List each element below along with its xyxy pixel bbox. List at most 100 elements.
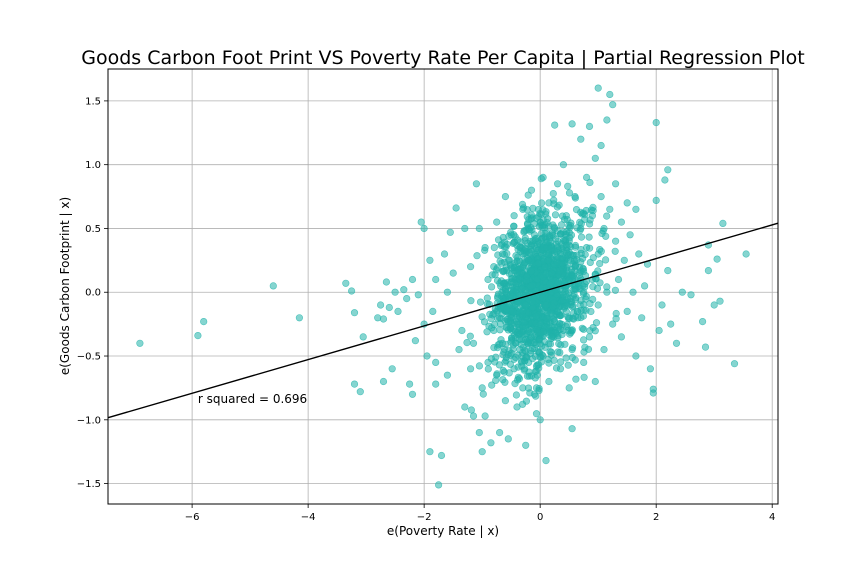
- data-point: [534, 259, 542, 267]
- data-point: [502, 357, 510, 365]
- data-point: [440, 250, 449, 258]
- data-point: [512, 391, 521, 399]
- data-point: [574, 314, 582, 322]
- data-point: [527, 248, 536, 256]
- data-point: [534, 328, 542, 337]
- data-point: [499, 351, 507, 359]
- data-point: [664, 166, 672, 174]
- data-point: [269, 282, 277, 290]
- data-point: [667, 320, 675, 328]
- data-point: [499, 376, 507, 384]
- data-point: [580, 373, 588, 381]
- data-point: [496, 257, 504, 265]
- data-point: [443, 288, 452, 296]
- data-point: [601, 256, 610, 264]
- data-point: [534, 206, 543, 214]
- data-point: [505, 369, 513, 377]
- data-point: [408, 390, 417, 398]
- data-point: [472, 180, 481, 188]
- data-point: [350, 380, 359, 388]
- data-point: [568, 346, 576, 354]
- data-point: [611, 247, 619, 255]
- data-point: [194, 332, 202, 340]
- data-point: [521, 237, 529, 245]
- data-point: [519, 384, 527, 392]
- data-point: [594, 84, 602, 92]
- data-point: [490, 344, 498, 352]
- data-point: [580, 306, 588, 314]
- data-point: [417, 218, 425, 226]
- data-point: [356, 388, 364, 396]
- data-point: [437, 451, 446, 460]
- data-point: [577, 224, 585, 233]
- data-point: [498, 250, 507, 258]
- y-tick-label: 0.5: [85, 224, 101, 235]
- plot-frame: [107, 68, 779, 505]
- data-point: [488, 283, 496, 291]
- data-point: [559, 161, 568, 169]
- y-axis-label: e(Goods Carbon Footprint | x): [58, 197, 72, 375]
- data-point: [579, 267, 588, 276]
- data-point: [507, 231, 515, 239]
- data-point: [586, 178, 594, 187]
- data-point: [493, 218, 501, 226]
- data-point: [532, 312, 540, 320]
- data-point: [564, 182, 572, 190]
- x-axis-ticks: −6 −4 −2 0 2 4: [185, 504, 775, 523]
- grid: [108, 69, 778, 504]
- data-point: [614, 275, 623, 284]
- data-point: [539, 294, 547, 302]
- data-point: [496, 429, 504, 437]
- data-point: [545, 340, 553, 348]
- data-point: [537, 199, 546, 207]
- data-point: [483, 328, 491, 336]
- data-point: [469, 339, 478, 347]
- data-point: [483, 294, 491, 302]
- data-point: [377, 301, 385, 309]
- data-point: [545, 377, 553, 386]
- data-point: [533, 361, 541, 369]
- data-point: [603, 212, 611, 220]
- y-tick-label: −1.0: [77, 415, 101, 426]
- data-point: [551, 121, 559, 129]
- data-point: [394, 307, 402, 316]
- data-point: [564, 361, 572, 369]
- data-point: [463, 339, 471, 347]
- data-point: [510, 365, 518, 373]
- data-point: [507, 338, 515, 346]
- data-point: [496, 326, 504, 334]
- data-point: [600, 224, 608, 233]
- data-point: [553, 180, 562, 188]
- data-point: [617, 218, 626, 226]
- data-point: [429, 307, 437, 316]
- data-point: [532, 340, 540, 349]
- data-point: [542, 270, 550, 278]
- data-point: [536, 416, 544, 424]
- data-point: [678, 288, 686, 296]
- data-point: [531, 352, 540, 360]
- data-point: [548, 333, 556, 341]
- data-point: [535, 335, 543, 344]
- y-tick-label: 1.0: [85, 160, 101, 171]
- data-point: [582, 173, 591, 181]
- data-point: [533, 241, 542, 249]
- data-point: [467, 297, 475, 305]
- data-point: [649, 389, 657, 397]
- data-point: [658, 301, 666, 309]
- data-point: [295, 314, 304, 322]
- data-point: [510, 212, 518, 220]
- data-point: [516, 244, 524, 252]
- data-point: [635, 250, 643, 258]
- data-point: [556, 365, 565, 373]
- data-point: [579, 336, 588, 344]
- data-point: [565, 189, 574, 197]
- data-point: [549, 190, 557, 198]
- x-tick-label: −4: [301, 512, 316, 523]
- data-point: [487, 439, 495, 447]
- data-point: [687, 291, 695, 299]
- data-point: [524, 256, 533, 264]
- data-point: [527, 186, 536, 194]
- data-point: [493, 371, 501, 379]
- data-point: [514, 253, 522, 261]
- data-point: [629, 288, 637, 296]
